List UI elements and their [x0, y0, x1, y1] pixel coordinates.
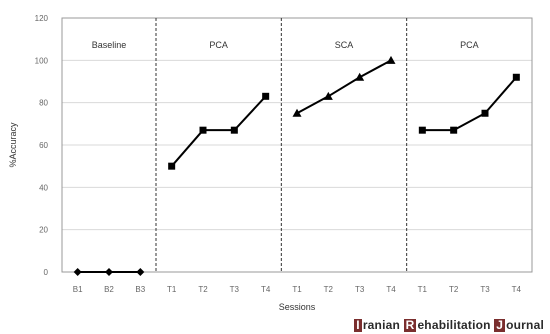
data-point	[481, 109, 489, 117]
phase-label: SCA	[335, 40, 354, 50]
series-line	[170, 95, 267, 167]
x-tick-label: T4	[386, 285, 396, 294]
phase-labels: Baseline PCA SCA PCA	[92, 40, 479, 50]
plot-frame	[61, 17, 533, 273]
x-tick-label: T2	[449, 285, 459, 294]
x-tick-label: T1	[292, 285, 302, 294]
data-point	[512, 73, 520, 81]
y-tick-label: 40	[39, 183, 48, 192]
y-tick-labels: 0 20 40 60 80 100 120	[35, 14, 49, 277]
y-tick-label: 100	[35, 56, 49, 65]
series-line	[422, 76, 518, 132]
x-tick-label: B2	[104, 285, 114, 294]
y-axis-label: %Accuracy	[8, 122, 18, 168]
x-axis-label: Sessions	[279, 302, 316, 312]
phase-label: PCA	[209, 40, 228, 50]
x-tick-label: T4	[261, 285, 271, 294]
data-point	[73, 268, 82, 276]
data-point	[355, 72, 365, 81]
x-tick-label: B1	[73, 285, 83, 294]
data-point	[105, 268, 113, 276]
x-tick-label: T3	[480, 285, 490, 294]
x-tick-label: T3	[230, 285, 240, 294]
x-tick-label: T3	[355, 285, 365, 294]
grid-lines	[61, 17, 533, 273]
phase-divider-lines	[155, 18, 408, 272]
x-tick-label: T1	[418, 285, 428, 294]
x-tick-label: T1	[167, 285, 177, 294]
y-tick-label: 80	[39, 99, 48, 108]
x-tick-label: T4	[512, 285, 522, 294]
y-tick-label: 0	[44, 268, 49, 277]
x-tick-label: T2	[324, 285, 334, 294]
data-point	[292, 108, 302, 117]
data-point	[450, 126, 458, 134]
data-point	[168, 162, 176, 170]
x-tick-label: T2	[198, 285, 208, 294]
phase-label: PCA	[460, 40, 479, 50]
data-series	[73, 55, 520, 276]
data-point	[136, 268, 145, 276]
data-point	[199, 126, 207, 134]
y-tick-label: 120	[35, 14, 49, 23]
data-point	[386, 55, 396, 64]
y-tick-label: 60	[39, 141, 48, 150]
data-point	[230, 126, 238, 134]
data-point	[323, 91, 333, 100]
series-line	[296, 59, 392, 115]
data-point	[262, 92, 270, 100]
y-tick-label: 20	[39, 226, 48, 235]
x-tick-label: B3	[135, 285, 145, 294]
data-point	[418, 126, 426, 134]
phase-label: Baseline	[92, 40, 127, 50]
x-tick-labels: B1 B2 B3 T1 T2 T3 T4 T1 T2 T3 T4 T1 T2 T3 T4	[73, 285, 522, 294]
